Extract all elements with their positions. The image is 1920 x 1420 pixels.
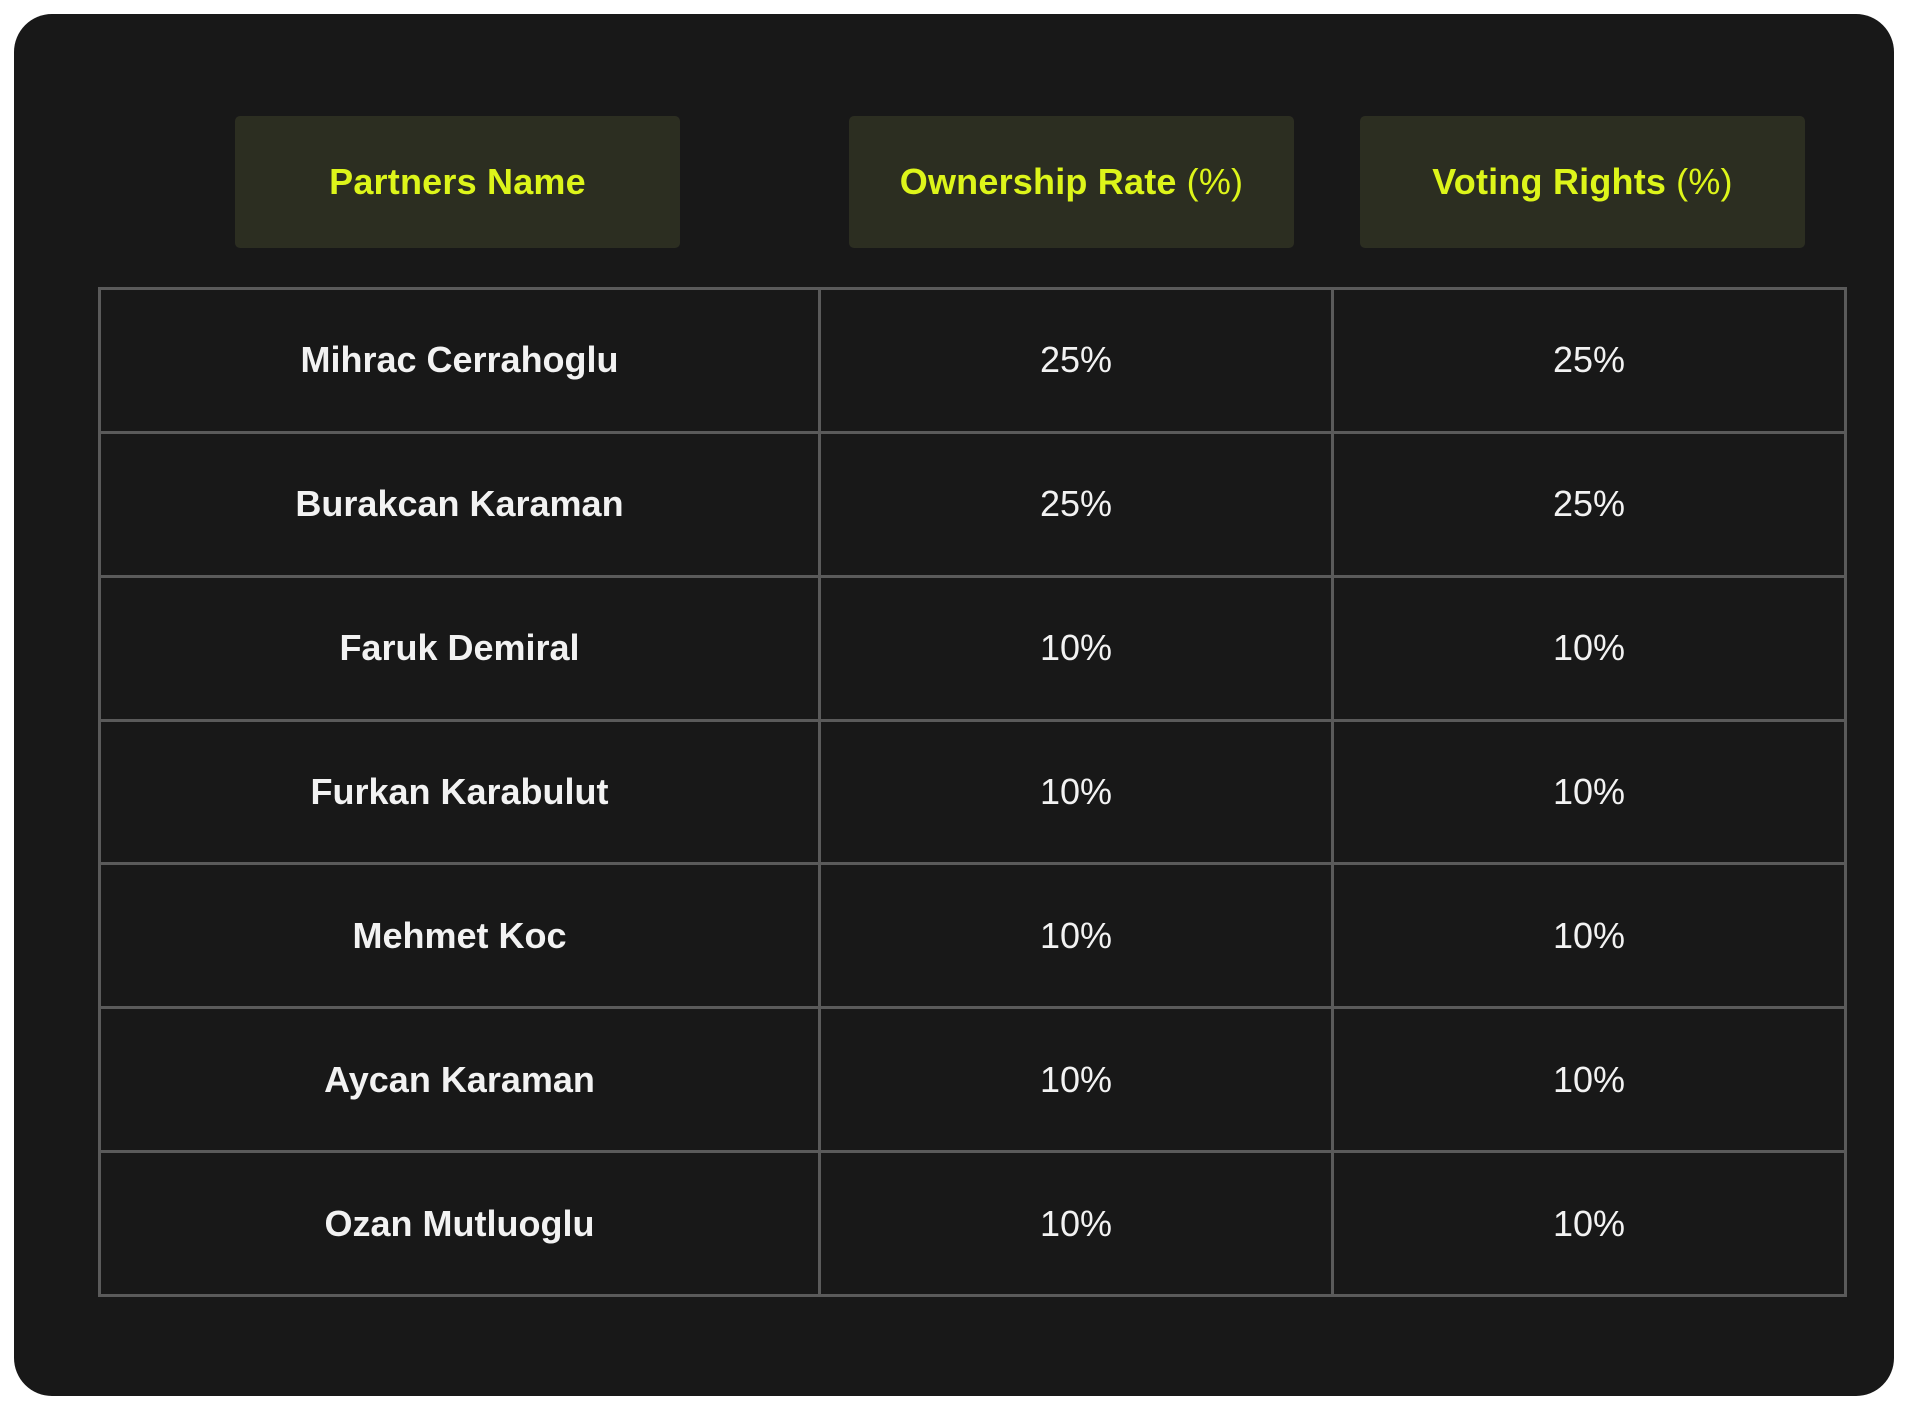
partner-name-cell: Burakcan Karaman	[98, 430, 821, 578]
header-voting-unit: (%)	[1676, 161, 1733, 202]
table-row: Faruk Demiral 10% 10%	[98, 574, 1847, 722]
partner-name-cell: Aycan Karaman	[98, 1006, 821, 1154]
voting-rights-cell: 10%	[1331, 862, 1847, 1010]
ownership-rate-cell: 25%	[818, 287, 1334, 434]
table-row: Aycan Karaman 10% 10%	[98, 1006, 1847, 1154]
ownership-rate-cell: 10%	[818, 718, 1334, 866]
partner-name-cell: Faruk Demiral	[98, 574, 821, 722]
partners-table-card: Partners Name Ownership Rate (%) Voting …	[14, 14, 1894, 1396]
partner-name-cell: Ozan Mutluoglu	[98, 1150, 821, 1297]
partners-table: Mihrac Cerrahoglu 25% 25% Burakcan Karam…	[98, 287, 1847, 1297]
header-partners-name-label: Partners Name	[329, 161, 586, 202]
partner-name-cell: Mehmet Koc	[98, 862, 821, 1010]
voting-rights-cell: 10%	[1331, 574, 1847, 722]
table-row: Furkan Karabulut 10% 10%	[98, 718, 1847, 866]
header-ownership-unit: (%)	[1186, 161, 1244, 202]
voting-rights-cell: 10%	[1331, 1150, 1847, 1297]
partner-name-cell: Mihrac Cerrahoglu	[98, 287, 821, 434]
partner-name-cell: Furkan Karabulut	[98, 718, 821, 866]
voting-rights-cell: 10%	[1331, 1006, 1847, 1154]
header-voting-rights-label: Voting Rights	[1432, 161, 1667, 202]
table-row: Ozan Mutluoglu 10% 10%	[98, 1150, 1847, 1297]
header-ownership-rate: Ownership Rate (%)	[849, 116, 1294, 248]
header-partners-name: Partners Name	[235, 116, 680, 248]
ownership-rate-cell: 10%	[818, 1006, 1334, 1154]
ownership-rate-cell: 10%	[818, 862, 1334, 1010]
ownership-rate-cell: 10%	[818, 574, 1334, 722]
voting-rights-cell: 10%	[1331, 718, 1847, 866]
table-row: Burakcan Karaman 25% 25%	[98, 430, 1847, 578]
ownership-rate-cell: 25%	[818, 430, 1334, 578]
voting-rights-cell: 25%	[1331, 430, 1847, 578]
header-voting-rights: Voting Rights (%)	[1360, 116, 1805, 248]
voting-rights-cell: 25%	[1331, 287, 1847, 434]
table-row: Mehmet Koc 10% 10%	[98, 862, 1847, 1010]
table-row: Mihrac Cerrahoglu 25% 25%	[98, 287, 1847, 434]
header-ownership-rate-label: Ownership Rate	[899, 161, 1177, 202]
ownership-rate-cell: 10%	[818, 1150, 1334, 1297]
